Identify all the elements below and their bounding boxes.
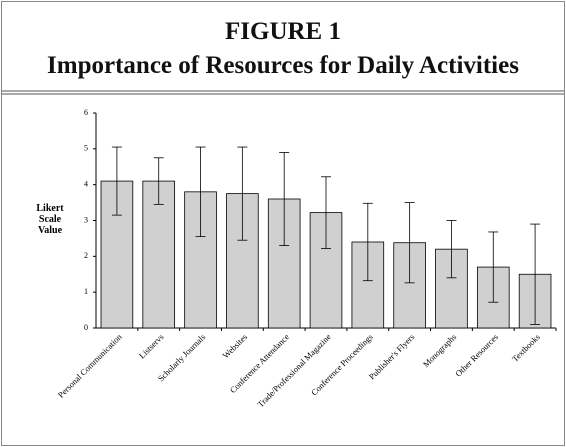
y-axis-label: Likert Scale Value bbox=[36, 203, 64, 236]
x-tick-label: Listservs bbox=[137, 332, 166, 361]
error-bar bbox=[530, 223, 541, 325]
x-tick-label: Websites bbox=[221, 332, 250, 361]
chart-subtitle: Importance of Resources for Daily Activi… bbox=[47, 52, 519, 79]
x-tick-label: Textbooks bbox=[510, 332, 542, 364]
bar bbox=[100, 180, 134, 329]
y-tick-label: 5 bbox=[84, 144, 88, 153]
error-bar bbox=[488, 231, 499, 303]
chart-title: FIGURE 1 bbox=[225, 18, 341, 45]
y-tick-label: 1 bbox=[84, 287, 88, 296]
y-tick-label: 0 bbox=[84, 323, 88, 332]
error-bar bbox=[153, 157, 164, 205]
x-tick-label: Personal Communication bbox=[56, 331, 125, 400]
error-bar bbox=[321, 176, 331, 249]
error-bar bbox=[195, 146, 206, 238]
y-tick-label: 6 bbox=[84, 108, 88, 117]
error-bar bbox=[446, 220, 457, 279]
y-tick-label: 4 bbox=[84, 179, 88, 188]
error-bar bbox=[237, 146, 248, 241]
bar bbox=[142, 180, 176, 329]
y-tick-label: 2 bbox=[84, 251, 88, 260]
error-bar bbox=[404, 202, 415, 284]
error-bar bbox=[111, 146, 122, 216]
x-tick-label: Trade/Professional Magazine bbox=[255, 332, 333, 410]
x-tick-label: Monographs bbox=[421, 332, 458, 369]
x-tick-label: Other Resources bbox=[453, 332, 500, 379]
error-bar bbox=[362, 202, 373, 282]
y-tick-label: 3 bbox=[84, 215, 88, 224]
error-bar bbox=[279, 152, 290, 246]
